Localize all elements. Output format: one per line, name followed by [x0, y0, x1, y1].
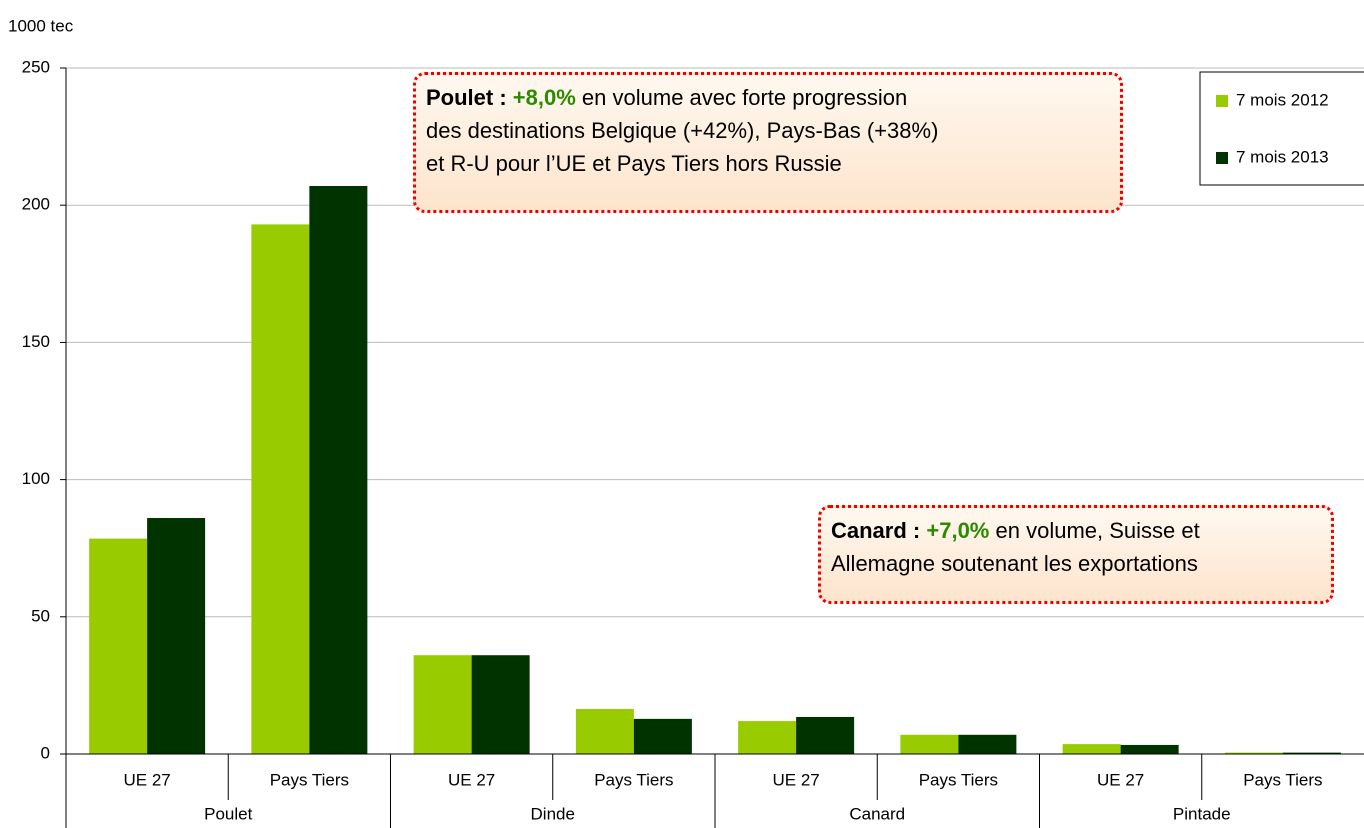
bar: [900, 734, 959, 754]
annotation: Poulet : +8,0% en volume avec forte prog…: [413, 72, 1123, 213]
bar: [89, 538, 148, 754]
x-tick-label: UE 27: [124, 770, 171, 789]
x-group-label: Canard: [849, 804, 905, 823]
bar: [471, 655, 530, 754]
bar: [633, 718, 692, 754]
y-tick-label: 50: [31, 606, 50, 625]
x-group-label: Pintade: [1173, 804, 1231, 823]
x-tick-label: Pays Tiers: [1243, 770, 1322, 789]
x-tick-label: UE 27: [448, 770, 495, 789]
y-tick-label: 0: [41, 743, 50, 762]
legend-swatch: [1216, 152, 1228, 164]
y-axis-title: 1000 tec: [8, 16, 74, 35]
legend: 7 mois 2012 7 mois 2013: [1199, 71, 1364, 186]
annotation-text: en volume avec forte progression: [581, 85, 908, 110]
y-tick-label: 200: [22, 195, 50, 214]
chg: +8,0%: [512, 85, 576, 110]
annotation-text: Allemagne soutenant les exportations: [831, 551, 1198, 576]
bar: [309, 185, 368, 754]
x-group-label: Poulet: [204, 804, 252, 823]
legend-box: [1199, 71, 1364, 186]
annotation-text: et R-U pour l’UE et Pays Tiers hors Russ…: [426, 151, 842, 176]
bar: [251, 224, 310, 754]
bar: [1282, 752, 1341, 754]
annotation-label: Poulet :: [426, 85, 507, 110]
x-tick-label: Pays Tiers: [270, 770, 349, 789]
bar: [1120, 744, 1179, 754]
legend-label: 7 mois 2012: [1236, 90, 1329, 109]
annotation-text: des destinations Belgique (+42%), Pays-B…: [426, 118, 939, 143]
legend-swatch: [1216, 95, 1228, 107]
bar: [796, 716, 855, 754]
bar: [958, 734, 1017, 754]
x-tick-label: Pays Tiers: [919, 770, 998, 789]
bar: [147, 518, 206, 754]
y-tick-label: 250: [22, 57, 50, 76]
x-tick-label: Pays Tiers: [594, 770, 673, 789]
chg: +7,0%: [926, 518, 990, 543]
bar: [1062, 744, 1121, 754]
x-tick-label: UE 27: [773, 770, 820, 789]
bar: [738, 721, 797, 754]
legend-label: 7 mois 2013: [1236, 147, 1329, 166]
bar: [1224, 752, 1283, 754]
bar: [575, 708, 634, 754]
x-tick-label: UE 27: [1097, 770, 1144, 789]
annotation-label: Canard :: [831, 518, 921, 543]
bar: [413, 655, 472, 754]
x-group-label: Dinde: [531, 804, 575, 823]
y-tick-label: 100: [22, 469, 50, 488]
annotation: Canard : +7,0% en volume, Suisse et Allem…: [818, 505, 1334, 604]
y-tick-label: 150: [22, 332, 50, 351]
annotation-text: en volume, Suisse et: [995, 518, 1200, 543]
